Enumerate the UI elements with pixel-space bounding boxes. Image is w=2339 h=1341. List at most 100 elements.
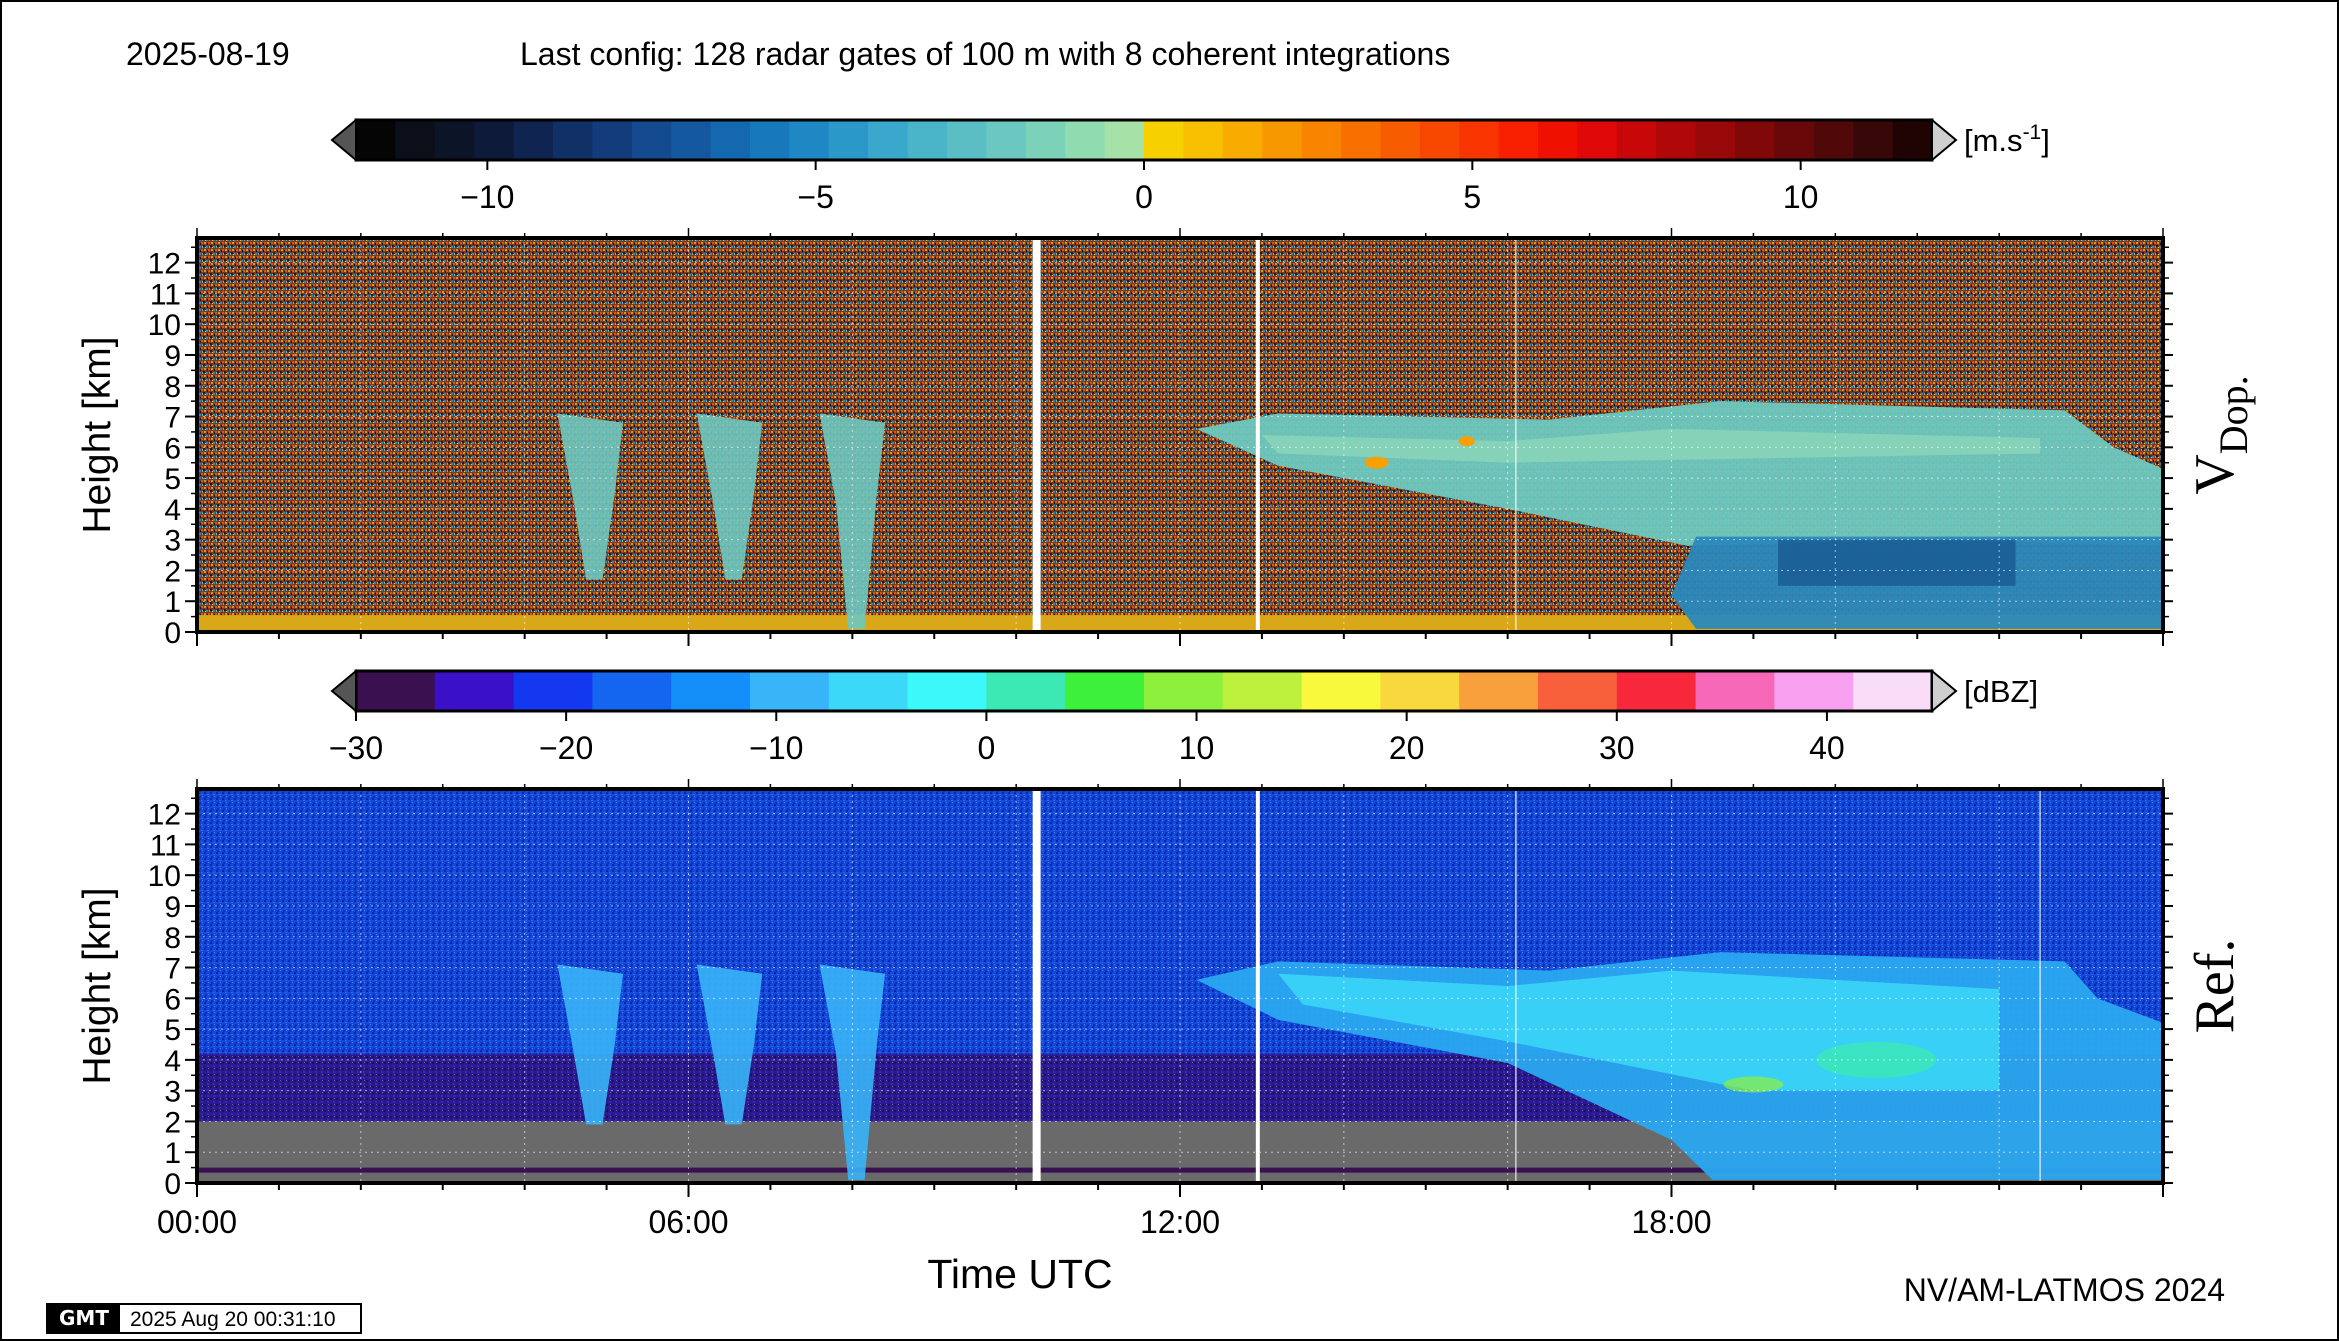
colorbar-swatch <box>986 671 1066 711</box>
data-gap <box>1255 238 1260 632</box>
y-tick-label: 8 <box>164 922 181 955</box>
colorbar-swatch <box>986 120 1027 160</box>
colorbar-swatch <box>1616 671 1697 711</box>
date-label: 2025-08-19 <box>126 36 290 72</box>
y-tick-label: 4 <box>164 1045 181 1078</box>
colorbar-tick-label: −10 <box>749 730 803 766</box>
timestamp-text: 2025 Aug 20 00:31:10 <box>130 1308 336 1331</box>
y-tick-label: 8 <box>164 371 181 404</box>
colorbar-swatch <box>671 671 751 711</box>
colorbar-swatch <box>1341 120 1381 160</box>
colorbar-tick-label: 10 <box>1783 179 1819 215</box>
y-tick-label: 9 <box>164 340 181 373</box>
colorbar-swatch <box>947 120 987 160</box>
y-tick-label: 5 <box>164 463 181 496</box>
colorbar-tick-label: −30 <box>329 730 383 766</box>
y-tick-label: 9 <box>164 891 181 924</box>
warm-spot <box>1458 436 1475 447</box>
data-gap <box>1032 789 1041 1183</box>
colorbar-tick-label: 30 <box>1599 730 1635 766</box>
colorbar-swatch <box>1380 120 1421 160</box>
gmt-logo: GMT <box>48 1305 120 1332</box>
colorbar-swatch <box>1025 120 1066 160</box>
colorbar-swatch <box>631 120 672 160</box>
y-tick-label: 1 <box>164 1137 181 1170</box>
warm-spot <box>1364 456 1389 469</box>
colorbar-tick-label: −5 <box>797 179 833 215</box>
credit-label: NV/AM-LATMOS 2024 <box>1903 1272 2225 1308</box>
fallstreak <box>557 413 623 580</box>
precip-core <box>1777 539 2016 586</box>
fallstreak <box>696 964 763 1125</box>
colorbar-swatch <box>1459 671 1539 711</box>
colorbar-swatch <box>1695 120 1736 160</box>
y-tick-label: 2 <box>164 1106 181 1139</box>
colorbar-swatch <box>1695 671 1775 711</box>
data-layer <box>197 238 2163 632</box>
x-tick-label: 12:00 <box>1140 1204 1220 1240</box>
colorbar-swatch <box>750 671 830 711</box>
colorbar-swatch <box>1577 120 1618 160</box>
y-tick-label: 0 <box>164 1168 181 1201</box>
colorbar-swatch <box>474 120 515 160</box>
colorbar-swatch <box>1656 120 1697 160</box>
colorbar-swatch <box>1498 120 1539 160</box>
colorbar-swatch <box>1459 120 1500 160</box>
y-axis-label: Height [km] <box>76 887 119 1084</box>
y-tick-label: 10 <box>148 860 181 893</box>
y-tick-label: 7 <box>164 953 181 986</box>
colorbar-swatch <box>1616 120 1657 160</box>
colorbar-swatch <box>1892 120 1933 160</box>
colorbar-right-arrow <box>1931 117 1958 163</box>
y-tick-label: 11 <box>150 829 181 862</box>
colorbar-swatch <box>1813 120 1854 160</box>
colorbar-swatch <box>1538 671 1618 711</box>
fallstreak <box>557 964 623 1125</box>
x-tick-label: 18:00 <box>1631 1204 1711 1240</box>
y-tick-label: 5 <box>164 1014 181 1047</box>
fallstreak <box>696 413 763 580</box>
y-tick-label: 7 <box>164 402 181 435</box>
high-reflectivity-spot <box>1816 1041 1937 1078</box>
colorbar-swatch <box>750 120 790 160</box>
colorbar-tick-label: 20 <box>1389 730 1425 766</box>
colorbar-swatch <box>553 120 593 160</box>
panel-reflectivity: −30 −20 −10 0 10 20 30 40[dBZ]0123456789101112H… <box>76 668 2246 1297</box>
colorbar-swatch <box>1380 671 1460 711</box>
colorbar-swatch <box>1262 120 1303 160</box>
data-gap <box>1255 789 1260 1183</box>
panel-label: Ref. <box>2184 939 2246 1034</box>
colorbar-swatch <box>1065 671 1145 711</box>
colorbar-swatch <box>1735 120 1775 160</box>
colorbar-swatch <box>513 120 554 160</box>
surface-clutter-line <box>197 1167 2163 1173</box>
colorbar-tick-label: 40 <box>1809 730 1845 766</box>
colorbar-swatch <box>710 120 751 160</box>
colorbar-swatch <box>828 120 869 160</box>
colorbar-swatch <box>395 120 436 160</box>
cloud-core <box>1261 428 2041 463</box>
y-tick-label: 4 <box>164 494 181 527</box>
colorbar-tick-label: 5 <box>1463 179 1481 215</box>
colorbar-tick-label: −10 <box>460 179 514 215</box>
x-axis-label: Time UTC <box>927 1251 1112 1297</box>
y-tick-label: 0 <box>164 617 181 650</box>
y-tick-label: 3 <box>164 1076 181 1109</box>
colorbar-swatch <box>592 120 633 160</box>
colorbar-swatch <box>1144 120 1184 160</box>
y-tick-label: 11 <box>150 278 181 311</box>
high-reflectivity-spot <box>1723 1076 1784 1093</box>
colorbar-tick-label: 0 <box>978 730 996 766</box>
colorbar-swatch <box>1301 671 1381 711</box>
y-tick-label: 6 <box>164 983 181 1016</box>
y-tick-label: 3 <box>164 525 181 558</box>
colorbar-left-arrow <box>330 668 357 714</box>
colorbar-swatch <box>1065 120 1106 160</box>
y-axis-label: Height [km] <box>76 336 119 533</box>
panel-label-sub: Dop. <box>2211 375 2256 454</box>
colorbar-right-arrow <box>1931 668 1958 714</box>
colorbar-swatch <box>1853 671 1933 711</box>
colorbar-swatch <box>907 120 948 160</box>
